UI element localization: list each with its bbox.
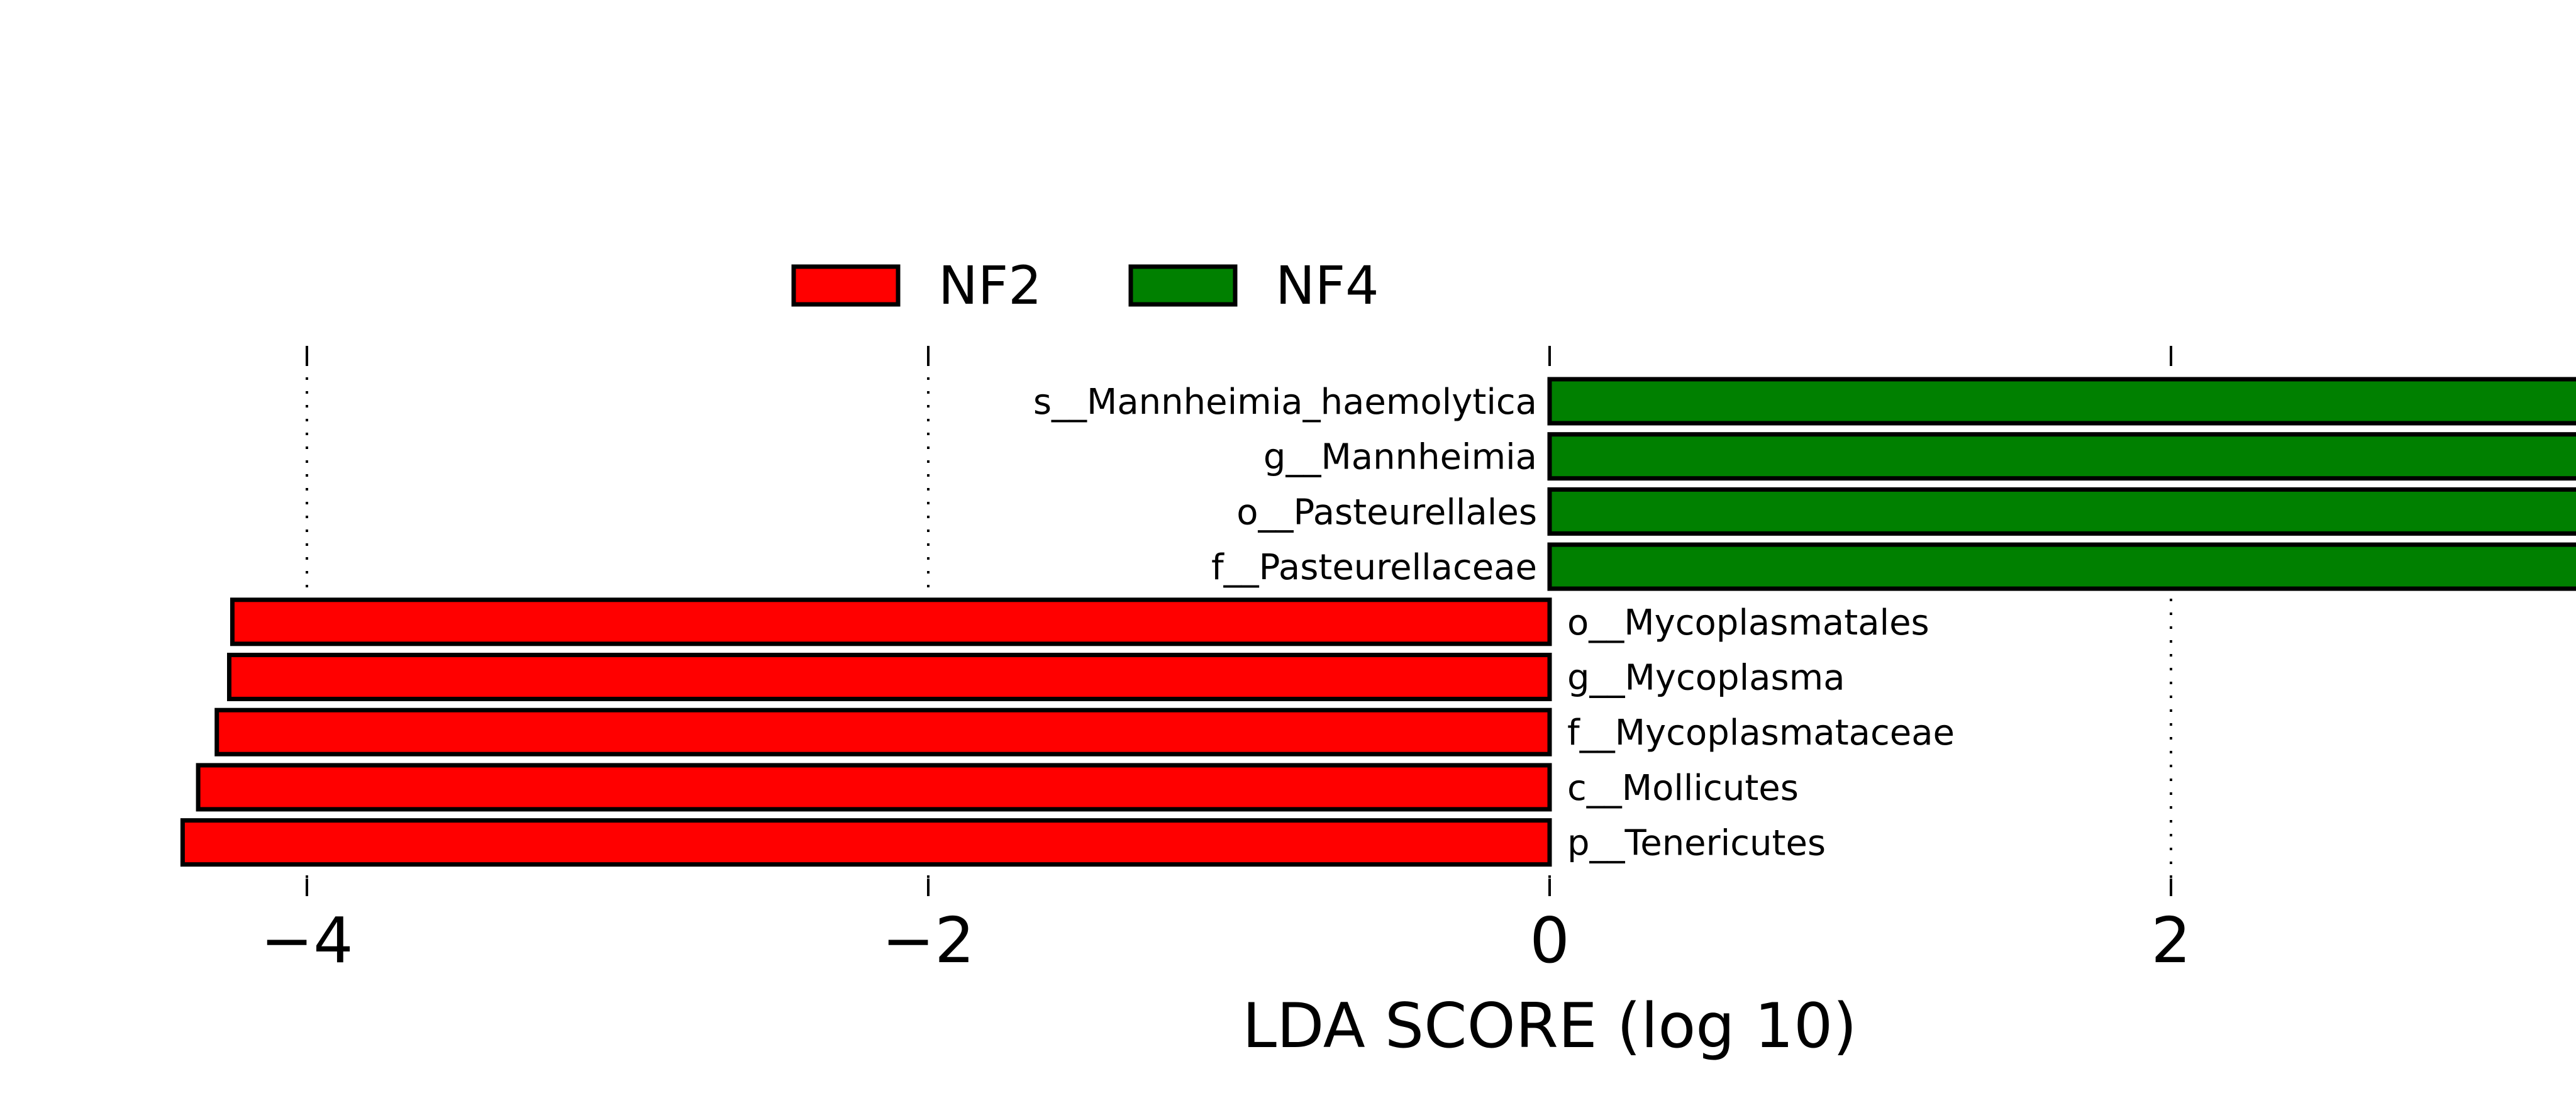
x-tick-label: −2 [882, 904, 974, 977]
legend-label: NF4 [1275, 255, 1379, 316]
category-label: c__Mollicutes [1567, 768, 1799, 809]
category-label: g__Mannheimia [1263, 437, 1537, 478]
bar [214, 707, 1552, 757]
x-axis: −4−2024 [260, 904, 2191, 977]
legend-swatch [791, 264, 901, 307]
legend: NF2 NF4 [791, 255, 1379, 316]
category-label: f__Pasteurellaceae [1211, 547, 1537, 588]
category-label: p__Tenericutes [1567, 823, 1826, 864]
legend-swatch [1128, 264, 1238, 307]
x-tick-label: 2 [2151, 904, 2191, 977]
bar [196, 763, 1552, 812]
category-label: o__Pasteurellales [1236, 492, 1537, 533]
x-tick-label: −4 [260, 904, 353, 977]
bar [1547, 487, 2576, 536]
x-axis-label: LDA SCORE (log 10) [1242, 990, 1857, 1062]
category-label: f__Mycoplasmataceae [1567, 712, 1955, 753]
category-label: s__Mannheimia_haemolytica [1033, 382, 1537, 423]
bar [180, 818, 1552, 867]
labels-layer: s__Mannheimia_haemolytica g__Mannheimia o_… [1033, 382, 1955, 864]
bar [230, 597, 1552, 646]
bars-layer [180, 377, 2576, 867]
bar [1547, 432, 2576, 481]
bar [1547, 377, 2576, 426]
x-tick-label: 0 [1530, 904, 1570, 977]
category-label: g__Mycoplasma [1567, 658, 1845, 699]
bar [227, 653, 1552, 701]
bar [1547, 542, 2576, 591]
category-label: o__Mycoplasmatales [1567, 602, 1929, 643]
legend-label: NF2 [938, 255, 1042, 316]
